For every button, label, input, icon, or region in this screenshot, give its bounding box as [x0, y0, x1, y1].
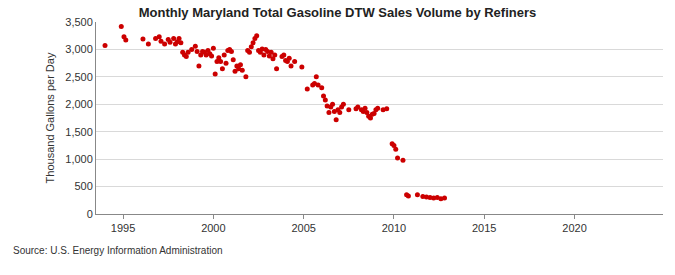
svg-text:3,500: 3,500: [65, 16, 93, 28]
svg-text:1,000: 1,000: [65, 153, 93, 165]
svg-text:1995: 1995: [111, 222, 135, 234]
svg-text:Source: U.S. Energy Informatio: Source: U.S. Energy Information Administ…: [13, 245, 223, 256]
svg-text:2020: 2020: [562, 222, 586, 234]
svg-text:2005: 2005: [291, 222, 315, 234]
svg-text:0: 0: [87, 208, 93, 220]
svg-text:3,000: 3,000: [65, 43, 93, 55]
svg-text:500: 500: [74, 180, 92, 192]
svg-text:2010: 2010: [382, 222, 406, 234]
svg-text:2,000: 2,000: [65, 98, 93, 110]
svg-text:2000: 2000: [201, 222, 225, 234]
svg-text:1,500: 1,500: [65, 126, 93, 138]
svg-text:Monthly Maryland Total Gasolin: Monthly Maryland Total Gasoline DTW Sale…: [139, 5, 537, 20]
svg-text:2015: 2015: [472, 222, 496, 234]
svg-text:Thousand Gallons per Day: Thousand Gallons per Day: [44, 52, 56, 183]
svg-text:2,500: 2,500: [65, 71, 93, 83]
